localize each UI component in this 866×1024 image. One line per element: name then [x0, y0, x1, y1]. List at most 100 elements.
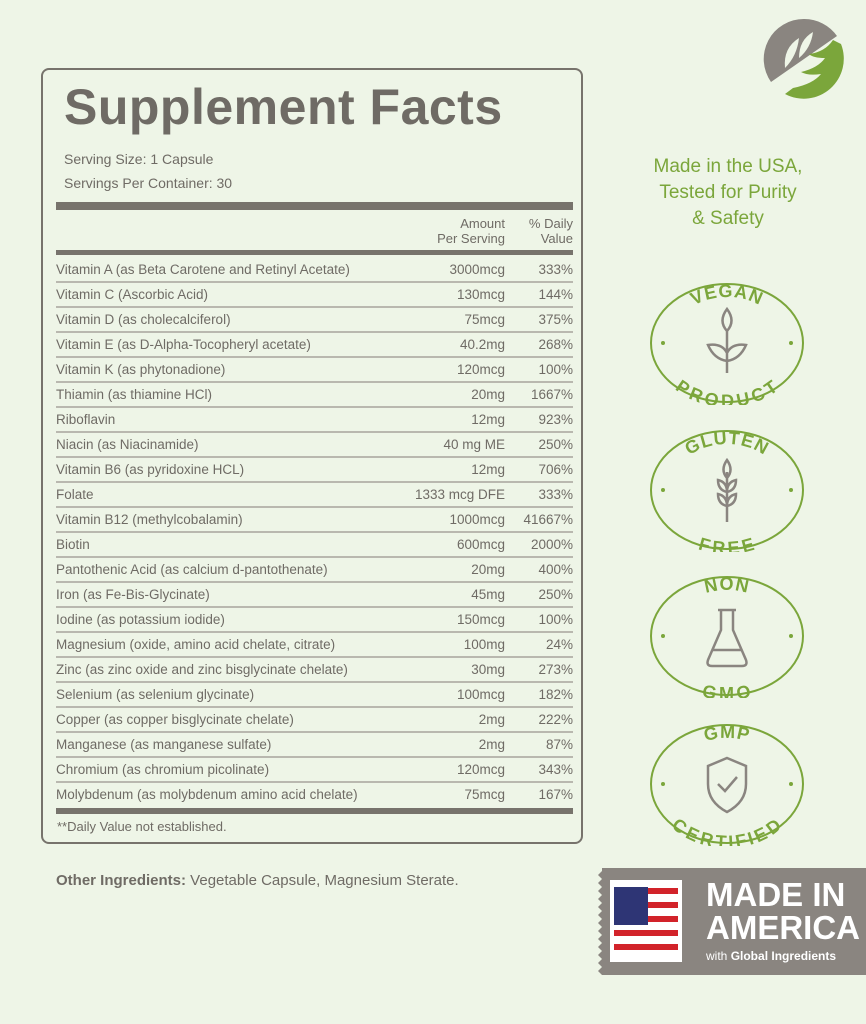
table-row: Copper (as copper bisglycinate chelate) 2… [56, 708, 573, 733]
page-title: Supplement Facts [64, 79, 503, 135]
servings-per-container: Servings Per Container: 30 [64, 175, 233, 191]
nutrient-name: Vitamin C (Ascorbic Acid) [56, 287, 209, 302]
svg-text:VEGAN: VEGAN [687, 281, 766, 309]
table-row: Chromium (as chromium picolinate) 120mcg 3… [56, 758, 573, 783]
daily-value: 923% [538, 412, 573, 427]
amount-per-serving: 3000mcg [449, 262, 505, 277]
daily-value: 222% [538, 712, 573, 727]
daily-header-line2: Value [540, 231, 573, 246]
amount-per-serving: 40.2mg [459, 337, 505, 352]
daily-value: 333% [538, 487, 573, 502]
made-in-america-title: MADE IN AMERICA [706, 878, 860, 944]
table-row: Zinc (as zinc oxide and zinc bisglycinat… [56, 658, 573, 683]
divider-bottom [56, 808, 573, 814]
badge-non: NON GMO [648, 574, 806, 704]
other-ingredients-label: Other Ingredients: [56, 872, 187, 889]
daily-value: 2000% [530, 537, 573, 552]
daily-value: 343% [538, 762, 573, 777]
badge-gluten: GLUTEN FREE [648, 428, 806, 558]
nutrient-name: Vitamin E (as D-Alpha-Tocopheryl acetate… [56, 337, 311, 352]
amount-per-serving: 1333 mcg DFE [414, 487, 505, 502]
nutrient-name: Manganese (as manganese sulfate) [56, 737, 272, 752]
flask-icon [706, 608, 748, 668]
daily-value: 706% [538, 462, 573, 477]
nutrient-name: Vitamin B6 (as pyridoxine HCL) [56, 462, 245, 477]
amount-per-serving: 12mg [471, 462, 505, 477]
wheat-icon [716, 457, 738, 522]
amount-per-serving: 600mcg [456, 537, 505, 552]
daily-value: 167% [538, 787, 573, 802]
table-row: Iodine (as potassium iodide) 150mcg 100% [56, 608, 573, 633]
badge-bottom-text: GMO [701, 681, 753, 704]
svg-text:GMP: GMP [702, 722, 752, 745]
us-flag-icon [598, 868, 692, 975]
amount-header-line2: Per Serving [437, 231, 505, 246]
plant-icon [706, 306, 748, 373]
amount-per-serving: 40 mg ME [443, 437, 505, 452]
daily-value: 87% [545, 737, 573, 752]
badge-top-text: VEGAN [687, 281, 765, 309]
amount-per-serving: 30mg [471, 662, 505, 677]
table-row: Vitamin A (as Beta Carotene and Retinyl … [56, 258, 573, 283]
tagline: Made in the USA, Tested for Purity & Safet… [638, 154, 818, 232]
daily-value: 144% [538, 287, 573, 302]
badge-top-text: GMP [702, 722, 751, 745]
sub-bold: Global Ingredients [730, 949, 837, 963]
amount-header: Amount Per Serving [400, 216, 505, 246]
svg-text:GMO: GMO [701, 681, 754, 698]
table-row: Iron (as Fe-Bis-Glycinate) 45mg 250% [56, 583, 573, 608]
badge-bottom-text: PRODUCT [672, 376, 781, 411]
amount-per-serving: 100mcg [456, 687, 505, 702]
svg-text:GLUTEN: GLUTEN [682, 428, 773, 459]
amount-per-serving: 2mg [478, 712, 505, 727]
nutrient-name: Vitamin D (as cholecalciferol) [56, 312, 231, 327]
amount-per-serving: 100mg [463, 637, 505, 652]
nutrient-name: Iodine (as potassium iodide) [56, 612, 225, 627]
svg-text:CERTIFIED: CERTIFIED [668, 814, 785, 846]
nutrient-name: Thiamin (as thiamine HCl) [56, 387, 213, 402]
amount-per-serving: 20mg [471, 387, 505, 402]
supplement-facts-panel [41, 68, 583, 844]
nutrient-name: Pantothenic Acid (as calcium d-pantothen… [56, 562, 328, 577]
nutrient-name: Vitamin A (as Beta Carotene and Retinyl … [56, 262, 350, 277]
nutrient-name: Vitamin B12 (methylcobalamin) [56, 512, 243, 527]
amount-header-line1: Amount [460, 216, 505, 231]
daily-header-line1: % Daily [528, 216, 573, 231]
tagline-line3: & Safety [692, 208, 764, 229]
other-ingredients-value: Vegetable Capsule, Magnesium Sterate. [186, 872, 459, 889]
badge-gmp: GMP CERTIFIED [648, 722, 806, 852]
daily-value: 100% [538, 612, 573, 627]
nutrient-table: Vitamin A (as Beta Carotene and Retinyl … [56, 258, 573, 806]
daily-value: 1667% [530, 387, 573, 402]
daily-value: 375% [538, 312, 573, 327]
divider-thick [56, 202, 573, 210]
made-in-america-subtitle: with Global Ingredients [706, 949, 836, 963]
table-row: Pantothenic Acid (as calcium d-pantothen… [56, 558, 573, 583]
table-row: Vitamin D (as cholecalciferol) 75mcg 375% [56, 308, 573, 333]
footnote: **Daily Value not established. [57, 819, 227, 834]
svg-text:PRODUCT: PRODUCT [672, 376, 782, 405]
serving-size: Serving Size: 1 Capsule [64, 151, 214, 167]
other-ingredients: Other Ingredients: Vegetable Capsule, Ma… [56, 872, 459, 889]
table-row: Biotin 600mcg 2000% [56, 533, 573, 558]
made-in-america-badge: MADE IN AMERICA with Global Ingredients [598, 868, 866, 975]
badge-top-text: GLUTEN [682, 428, 772, 459]
amount-per-serving: 2mg [478, 737, 505, 752]
daily-value: 333% [538, 262, 573, 277]
table-row: Magnesium (oxide, amino acid chelate, ci… [56, 633, 573, 658]
amount-per-serving: 75mcg [464, 787, 505, 802]
made-in-line: MADE IN [706, 876, 846, 913]
nutrient-name: Zinc (as zinc oxide and zinc bisglycinat… [56, 662, 348, 677]
table-row: Thiamin (as thiamine HCl) 20mg 1667% [56, 383, 573, 408]
tagline-line2: Tested for Purity [659, 182, 797, 203]
nutrient-name: Magnesium (oxide, amino acid chelate, ci… [56, 637, 336, 652]
table-row: Molybdenum (as molybdenum amino acid che… [56, 783, 573, 806]
amount-per-serving: 20mg [471, 562, 505, 577]
sub-prefix: with [706, 949, 731, 963]
brand-logo-icon [763, 18, 844, 99]
table-row: Folate 1333 mcg DFE 333% [56, 483, 573, 508]
badge-bottom-text: CERTIFIED [668, 814, 784, 852]
daily-value: 182% [538, 687, 573, 702]
america-line: AMERICA [706, 909, 860, 946]
nutrient-name: Vitamin K (as phytonadione) [56, 362, 226, 377]
